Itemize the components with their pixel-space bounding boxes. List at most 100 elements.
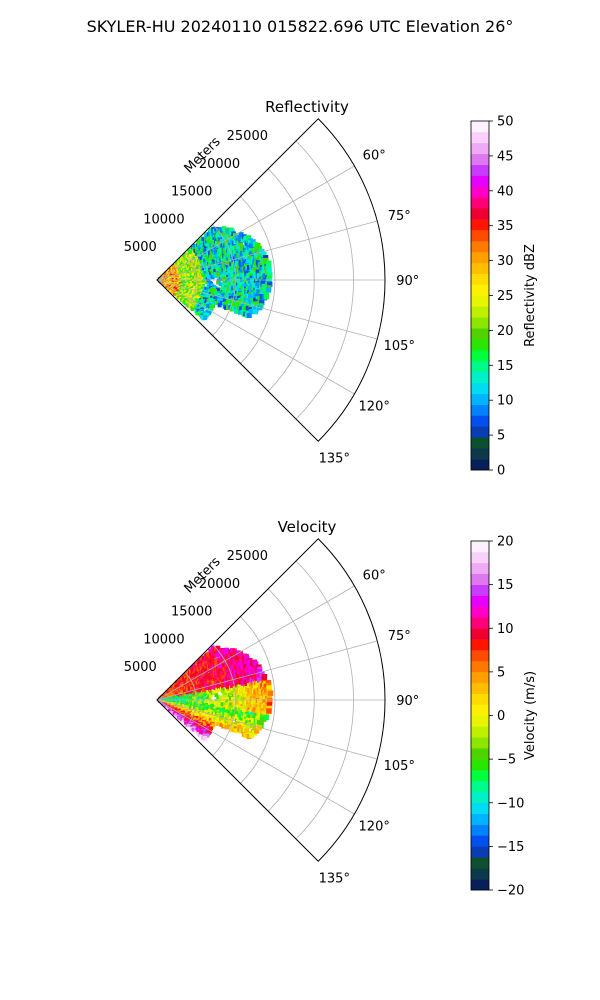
reflectivity-colorbar-swatch (471, 382, 489, 394)
velocity-theta-tick-label: 75° (388, 629, 411, 644)
velocity-colorbar-tick-label: 20 (497, 535, 514, 550)
reflectivity-r-tick-label: 5000 (124, 240, 157, 255)
velocity-colorbar-swatch (471, 617, 489, 629)
reflectivity-colorbar-swatch (471, 230, 489, 242)
reflectivity-theta-tick-label: 120° (359, 399, 390, 414)
reflectivity-colorbar-swatch (471, 240, 489, 253)
reflectivity-colorbar-swatch (471, 153, 489, 165)
velocity-r-tick-label: 15000 (171, 605, 212, 620)
velocity-colorbar-label: Velocity (m/s) (523, 671, 538, 760)
reflectivity-theta-tick-label: 60° (363, 149, 386, 164)
velocity-colorbar-swatch (471, 584, 489, 596)
velocity-colorbar-swatch (471, 737, 489, 749)
velocity-colorbar-swatch (471, 748, 489, 760)
reflectivity-theta-tick-label: 135° (319, 451, 350, 466)
reflectivity-grid-spoke (156, 220, 378, 281)
reflectivity-theta-tick-label: 105° (384, 339, 415, 354)
reflectivity-colorbar-tick-label: 15 (497, 359, 514, 374)
reflectivity-grid-spoke (156, 165, 355, 281)
velocity-colorbar-swatch (471, 671, 489, 684)
velocity-colorbar-tick-label: 5 (497, 665, 505, 680)
velocity-theta-tick-label: 105° (384, 759, 415, 774)
velocity-colorbar-swatch (471, 879, 489, 891)
reflectivity-colorbar-swatch (471, 360, 489, 373)
reflectivity-colorbar-tick-label: 45 (497, 149, 514, 164)
reflectivity-colorbar-swatch (471, 273, 489, 285)
reflectivity-colorbar-tick-label: 40 (497, 184, 514, 199)
velocity-colorbar-swatch (471, 759, 489, 771)
velocity-colorbar-tick-label: −10 (497, 796, 524, 811)
velocity-colorbar: −20 −15 −10 −5 0 5 10 15 20 Velocity (m/s) (470, 535, 538, 899)
reflectivity-colorbar-swatch (471, 197, 489, 209)
velocity-colorbar-swatch (471, 650, 489, 662)
velocity-colorbar-swatch (471, 726, 489, 738)
velocity-colorbar-swatch (471, 791, 489, 804)
reflectivity-colorbar-swatch (471, 284, 489, 296)
reflectivity-colorbar-swatch (471, 208, 489, 220)
reflectivity-frame (156, 118, 386, 442)
velocity-colorbar-swatch (471, 813, 489, 825)
velocity-grid-spoke (156, 585, 355, 701)
velocity-colorbar-tick-label: −5 (497, 753, 516, 768)
velocity-theta-tick-label: 120° (359, 819, 390, 834)
reflectivity-colorbar-swatch (471, 404, 489, 416)
velocity-colorbar-tick-label: 10 (497, 622, 514, 637)
reflectivity-colorbar-swatch (471, 219, 489, 231)
velocity-title: Velocity (278, 518, 337, 536)
velocity-colorbar-swatch (471, 660, 489, 673)
reflectivity-colorbar-swatch (471, 295, 489, 307)
reflectivity-colorbar-swatch (471, 393, 489, 405)
velocity-colorbar-tick-label: −15 (497, 840, 524, 855)
velocity-colorbar-swatch (471, 704, 489, 716)
reflectivity-colorbar-swatch (471, 459, 489, 471)
reflectivity-colorbar-swatch (471, 317, 489, 329)
velocity-colorbar-tick-label: −20 (497, 884, 524, 899)
reflectivity-colorbar-tick-label: 10 (497, 394, 514, 409)
figure-title: SKYLER-HU 20240110 015822.696 UTC Elevat… (87, 17, 514, 36)
reflectivity-r-tick-label: 25000 (227, 129, 268, 144)
velocity-r-tick-label: 5000 (124, 660, 157, 675)
velocity-colorbar-swatch (471, 682, 489, 694)
velocity-colorbar-swatch (471, 595, 489, 607)
reflectivity-colorbar-swatch (471, 164, 489, 176)
velocity-colorbar-swatch (471, 835, 489, 847)
velocity-colorbar-swatch (471, 573, 489, 585)
velocity-colorbar-swatch (471, 868, 489, 880)
reflectivity-colorbar-swatch (471, 262, 489, 274)
reflectivity-colorbar-swatch (471, 175, 489, 187)
velocity-colorbar-swatch (471, 551, 489, 564)
velocity-grid-spoke (156, 699, 355, 815)
reflectivity-theta-tick-label: 90° (396, 274, 419, 289)
velocity-colorbar-tick-label: 0 (497, 709, 505, 724)
velocity-panel: Velocity 60° 75° 90° 105° 120° 135° 5000 10000 15… (124, 518, 538, 899)
velocity-colorbar-swatch (471, 824, 489, 836)
reflectivity-colorbar-tick-label: 30 (497, 254, 514, 269)
reflectivity-colorbar-swatch (471, 448, 489, 460)
velocity-r-tick-label: 25000 (227, 549, 268, 564)
velocity-colorbar-swatch (471, 715, 489, 727)
velocity-colorbar-swatch (471, 541, 489, 553)
reflectivity-colorbar-swatch (471, 186, 489, 198)
velocity-colorbar-swatch (471, 802, 489, 814)
reflectivity-colorbar-tick-label: 5 (497, 429, 505, 444)
reflectivity-colorbar-swatch (471, 437, 489, 449)
velocity-colorbar-swatch (471, 562, 489, 575)
velocity-colorbar-swatch (471, 857, 489, 869)
reflectivity-grid-spoke (156, 279, 378, 340)
reflectivity-colorbar-swatch (471, 142, 489, 155)
velocity-r-tick-label: 20000 (199, 577, 240, 592)
velocity-colorbar-swatch (471, 639, 489, 651)
velocity-colorbar-swatch (471, 770, 489, 782)
reflectivity-r-tick-label: 10000 (143, 212, 184, 227)
velocity-frame (156, 538, 386, 862)
velocity-r-tick-label: 10000 (143, 632, 184, 647)
velocity-theta-tick-label: 90° (396, 694, 419, 709)
velocity-grid-spoke (156, 699, 378, 760)
velocity-grid-spoke (156, 640, 378, 701)
reflectivity-colorbar-swatch (471, 328, 489, 340)
velocity-theta-tick-label: 135° (319, 871, 350, 886)
reflectivity-title: Reflectivity (265, 98, 349, 116)
reflectivity-colorbar-swatch (471, 306, 489, 318)
velocity-colorbar-swatch (471, 628, 489, 640)
